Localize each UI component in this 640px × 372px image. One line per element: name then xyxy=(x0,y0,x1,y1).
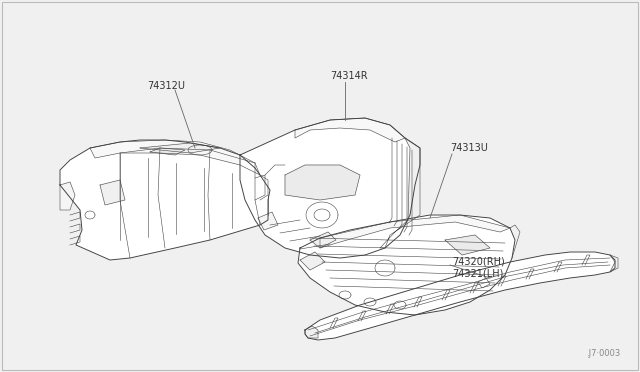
Text: 74320(RH): 74320(RH) xyxy=(452,257,505,267)
Polygon shape xyxy=(60,140,270,260)
Polygon shape xyxy=(610,255,618,272)
Polygon shape xyxy=(90,140,260,175)
Polygon shape xyxy=(300,252,325,270)
Polygon shape xyxy=(298,215,515,315)
Text: 74321(LH): 74321(LH) xyxy=(452,269,504,279)
Polygon shape xyxy=(258,212,278,230)
Text: 74314R: 74314R xyxy=(330,71,367,81)
Polygon shape xyxy=(60,182,75,210)
Polygon shape xyxy=(285,165,360,200)
Text: 74312U: 74312U xyxy=(147,81,185,91)
Polygon shape xyxy=(240,118,420,258)
Polygon shape xyxy=(445,235,490,255)
Polygon shape xyxy=(295,118,405,142)
Polygon shape xyxy=(380,138,420,248)
Text: .J7·0003: .J7·0003 xyxy=(586,349,620,358)
Polygon shape xyxy=(320,215,510,248)
Polygon shape xyxy=(478,278,490,288)
Polygon shape xyxy=(310,232,336,248)
Polygon shape xyxy=(140,143,220,153)
Polygon shape xyxy=(305,326,318,338)
Polygon shape xyxy=(305,252,615,340)
Polygon shape xyxy=(150,148,185,155)
Polygon shape xyxy=(100,180,125,205)
Text: 74313U: 74313U xyxy=(450,143,488,153)
